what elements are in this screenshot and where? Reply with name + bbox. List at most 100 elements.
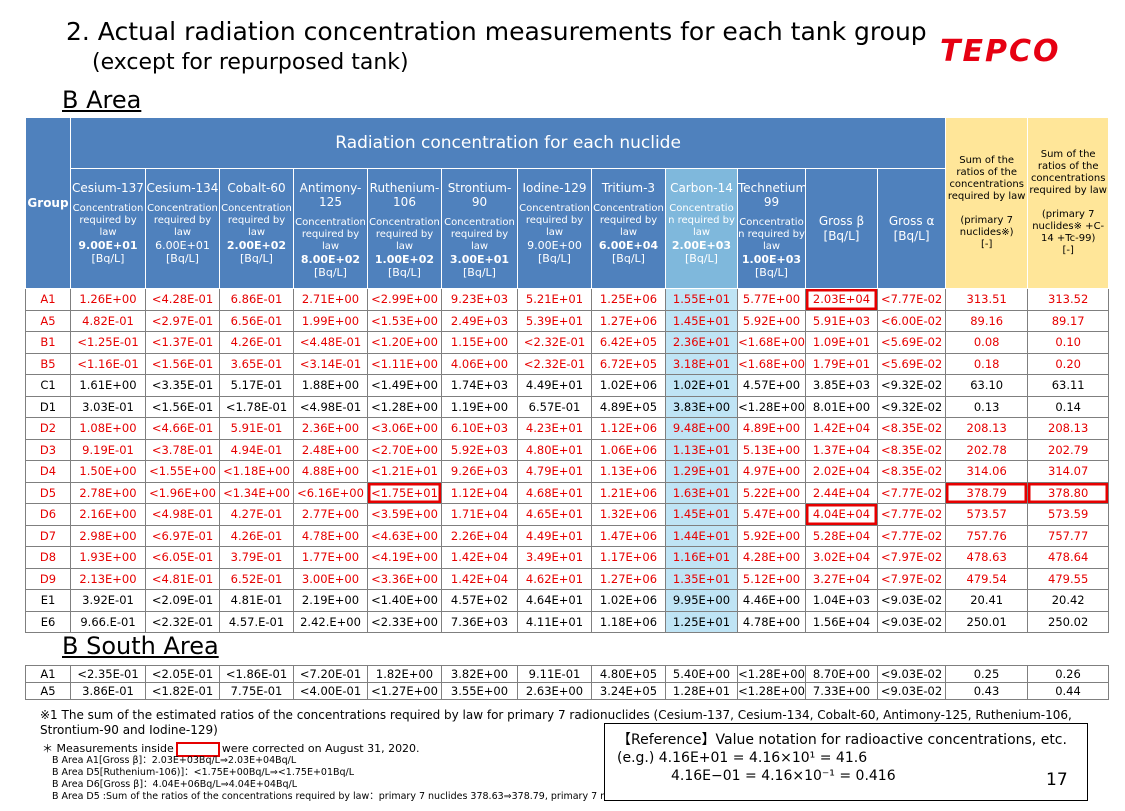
- value-cell: 1.45E+01: [665, 309, 738, 332]
- value-cell: 250.02: [1027, 610, 1110, 633]
- value-cell: 0.14: [1027, 395, 1110, 418]
- correction-4: B Area D5 :Sum of the ratios of the conc…: [52, 791, 790, 802]
- value-cell: <7.77E-02: [876, 524, 947, 547]
- value-cell: 1.82E+00: [367, 665, 442, 683]
- b-area-table: Group Radiation concentration for each n…: [25, 117, 1110, 633]
- group-cell: D7: [25, 524, 71, 547]
- value-cell: 1.25E+06: [591, 288, 666, 311]
- value-cell: 5.92E+03: [441, 438, 518, 461]
- value-cell: 4.80E+01: [517, 438, 592, 461]
- table-row: A5 3.86E-01 <1.82E-01 7.75E-01 <4.00E-01 <1.2…: [25, 682, 1109, 700]
- nuclide-name: Ruthenium-106: [369, 181, 440, 209]
- value-cell: 0.08: [945, 331, 1029, 354]
- red-box-legend-icon: [175, 741, 220, 757]
- value-cell: 1.15E+00: [441, 331, 518, 354]
- group-cell: E6: [25, 610, 71, 633]
- value-cell: 2.48E+00: [293, 438, 368, 461]
- group-cell: A1: [25, 665, 71, 683]
- nuclide-unit: [Bq/L]: [463, 266, 496, 279]
- group-cell: D9: [25, 567, 71, 590]
- value-cell: 1.61E+00: [70, 374, 146, 397]
- value-cell: 1.79E+01: [805, 352, 878, 375]
- value-cell: <4.66E-01: [145, 417, 220, 440]
- value-cell: <1.34E+00: [219, 481, 294, 504]
- value-cell: 8.01E+00: [805, 395, 878, 418]
- value-cell: <1.75E+01: [367, 481, 442, 504]
- nuclide-limit: 2.00E+02: [226, 239, 287, 252]
- value-cell: <1.56E-01: [145, 395, 220, 418]
- value-cell: 4.97E+00: [737, 460, 806, 483]
- value-cell: 6.72E+05: [591, 352, 666, 375]
- value-cell: 4.82E-01: [70, 309, 146, 332]
- value-cell: 378.80: [1027, 481, 1110, 504]
- table-row: B1 <1.25E-01 <1.37E-01 4.26E-01 <4.48E-01 <1.…: [25, 331, 1110, 354]
- value-cell: <1.78E-01: [219, 395, 294, 418]
- nuclide-unit: [Bq/L]: [612, 252, 645, 265]
- value-cell: 208.13: [945, 417, 1029, 440]
- value-cell: 2.36E+00: [293, 417, 368, 440]
- gross-unit: [Bq/L]: [893, 228, 930, 243]
- value-cell: 2.19E+00: [293, 589, 368, 612]
- nuclide-unit: [Bq/L]: [538, 252, 571, 265]
- value-cell: 4.81E-01: [219, 589, 294, 612]
- group-cell: D2: [25, 417, 71, 440]
- value-cell: <4.98E-01: [145, 503, 220, 526]
- gross-name: Gross β: [818, 213, 865, 228]
- value-cell: 1.12E+06: [591, 417, 666, 440]
- nuclide-limit: 9.00E+01: [78, 239, 138, 252]
- value-cell: 4.88E+00: [293, 460, 368, 483]
- value-cell: <1.28E+00: [737, 395, 806, 418]
- value-cell: 1.44E+01: [665, 524, 738, 547]
- value-cell: 5.91E-01: [219, 417, 294, 440]
- value-cell: 378.79: [945, 481, 1029, 504]
- value-cell: <1.18E+00: [219, 460, 294, 483]
- value-cell: 8.70E+00: [805, 665, 878, 683]
- value-cell: <9.03E-02: [877, 665, 946, 683]
- value-cell: 1.37E+04: [805, 438, 878, 461]
- value-cell: <1.53E+00: [367, 309, 442, 332]
- value-cell: 3.85E+03: [805, 374, 878, 397]
- value-cell: 6.10E+03: [441, 417, 518, 440]
- value-cell: 5.22E+00: [737, 481, 806, 504]
- value-cell: 4.11E+01: [517, 610, 592, 633]
- value-cell: 1.08E+00: [70, 417, 146, 440]
- sum9-header: Sum of the ratios of the concentrations …: [1027, 117, 1110, 289]
- value-cell: 6.52E-01: [219, 567, 294, 590]
- nuclide-req-label: Concentration required by law: [221, 203, 292, 238]
- value-cell: <1.28E+00: [737, 665, 806, 683]
- nuclide-header: Antimony-125 Concentration required by la…: [293, 168, 368, 289]
- nuclide-limit: 2.00E+03: [671, 239, 732, 252]
- value-cell: 0.13: [945, 395, 1029, 418]
- value-cell: 4.57.E-01: [219, 610, 294, 633]
- value-cell: <1.56E-01: [145, 352, 220, 375]
- page-number: 17: [1046, 770, 1068, 790]
- value-cell: 757.76: [945, 524, 1029, 547]
- group-header: Group: [25, 117, 71, 289]
- value-cell: 1.13E+01: [665, 438, 738, 461]
- group-cell: A1: [25, 288, 71, 311]
- nuclide-unit: [Bq/L]: [314, 266, 347, 279]
- table-row: A5 4.82E-01 <2.97E-01 6.56E-01 1.99E+00 <1.53…: [25, 309, 1110, 332]
- nuclide-header: Carbon-14 Concentratio n required by law 2…: [665, 168, 738, 289]
- value-cell: <2.32E-01: [517, 331, 592, 354]
- value-cell: 1.21E+06: [591, 481, 666, 504]
- value-cell: <2.09E-01: [145, 589, 220, 612]
- value-cell: 2.77E+00: [293, 503, 368, 526]
- nuclide-name: Strontium-90: [447, 181, 512, 209]
- value-cell: <2.35E-01: [70, 665, 146, 683]
- value-cell: 1.50E+00: [70, 460, 146, 483]
- value-cell: <1.20E+00: [367, 331, 442, 354]
- nuclide-unit: [Bq/L]: [91, 252, 125, 265]
- value-cell: <1.25E-01: [70, 331, 146, 354]
- value-cell: 1.47E+06: [591, 524, 666, 547]
- nuclide-limit: 1.00E+02: [374, 253, 435, 266]
- value-cell: <1.11E+00: [367, 352, 442, 375]
- value-cell: <3.14E-01: [293, 352, 368, 375]
- value-cell: 0.44: [1027, 682, 1109, 700]
- value-cell: 6.86E-01: [219, 288, 294, 311]
- value-cell: 5.91E+03: [805, 309, 878, 332]
- gross-unit: [Bq/L]: [823, 228, 860, 243]
- value-cell: 3.86E-01: [70, 682, 146, 700]
- value-cell: 1.32E+06: [591, 503, 666, 526]
- value-cell: <1.82E-01: [145, 682, 220, 700]
